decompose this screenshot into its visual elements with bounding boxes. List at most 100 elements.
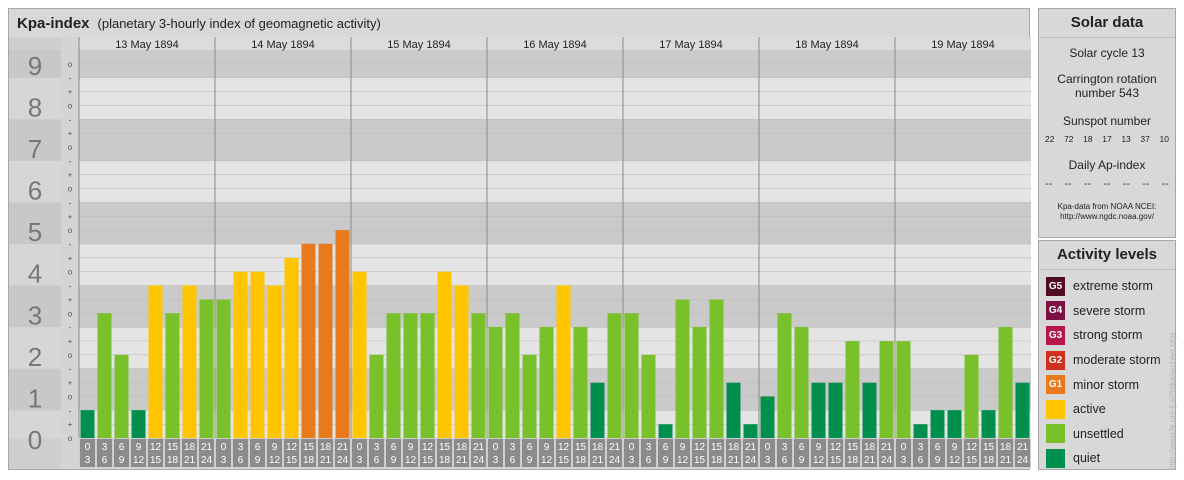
time-cell [777,439,792,467]
legend-item-unsettled: unsettled [1039,422,1175,447]
sub-tick-label: + [68,420,73,429]
legend-item-severe-storm: G4 severe storm [1039,299,1175,324]
time-start-label: 9 [680,442,686,453]
time-end-label: 18 [167,455,179,466]
kpa-bar [947,410,962,438]
sub-tick-label: o [68,309,73,318]
sub-tick-label: o [68,60,73,69]
kpa-bar [505,313,520,438]
solar-cycle: Solar cycle 13 [1069,46,1145,60]
ap-value: -- [1103,178,1111,190]
kpa-bar [335,230,350,438]
time-start-label: 0 [85,442,91,453]
time-end-label: 12 [949,455,961,466]
kpa-bar [114,354,129,438]
sub-tick-label: - [69,365,72,374]
ap-value: -- [1083,178,1092,190]
time-end-label: 3 [85,455,91,466]
sub-tick-label: - [69,157,72,166]
sub-tick-label: o [68,434,73,443]
sub-tick-label: + [68,129,73,138]
legend-label: extreme storm [1073,279,1153,294]
time-cell [794,439,809,467]
time-cell [97,439,112,467]
time-cell [675,439,690,467]
time-cell [318,439,333,467]
time-cell [522,439,537,467]
time-cell [811,439,826,467]
kpa-bar [556,285,571,438]
kpa-bar [726,382,741,438]
time-cell [658,439,673,467]
sub-tick-label: + [68,212,73,221]
sunspot-value: 72 [1064,134,1074,144]
time-cell [114,439,129,467]
sub-tick-label: - [69,323,72,332]
time-end-label: 6 [374,455,380,466]
sub-tick-label: o [68,101,73,110]
sub-tick-label: - [69,406,72,415]
kpa-bar [301,243,316,438]
y-tick-label: 0 [28,425,42,455]
legend-swatch [1046,448,1065,468]
time-cell [539,439,554,467]
time-end-label: 15 [830,455,842,466]
time-cell [352,439,367,467]
kpa-bar [471,313,486,438]
time-end-label: 18 [303,455,315,466]
time-start-label: 12 [830,442,842,453]
time-cell [131,439,146,467]
kpa-bar [284,257,299,438]
activity-legend: G5 extreme storm G4 severe storm G3 strong st… [1039,274,1175,471]
kpa-bar [913,424,928,438]
time-end-label: 21 [864,455,876,466]
time-start-label: 18 [320,442,332,453]
kpa-bar [131,410,146,438]
time-cell [726,439,741,467]
time-end-label: 3 [765,455,771,466]
time-end-label: 3 [221,455,227,466]
time-cell [233,439,248,467]
time-cell [488,439,503,467]
time-cell [301,439,316,467]
level-label-band [9,368,61,411]
time-end-label: 9 [935,455,941,466]
legend-item-moderate-storm: G2 moderate storm [1039,348,1175,373]
time-start-label: 6 [255,442,261,453]
kpa-bar [318,243,333,438]
level-label-band [9,285,61,328]
sub-tick-label: - [69,198,72,207]
time-start-label: 3 [510,442,516,453]
credit-line2: http://www.ngdc.noaa.gov/ [1060,212,1154,221]
level-label-band [9,50,61,78]
ap-value: -- [1064,178,1072,190]
legend-swatch: G3 [1046,325,1065,345]
time-end-label: 24 [881,455,893,466]
legend-label: minor storm [1073,377,1139,392]
chart-subtitle: (planetary 3-hourly index of geomagnetic… [97,15,381,31]
sub-tick-label: - [69,282,72,291]
level-band [79,202,1031,244]
time-end-label: 12 [133,455,145,466]
time-start-label: 15 [711,442,723,453]
y-tick-label: 4 [28,259,42,289]
kpa-bar [539,327,554,438]
kpa-bar [811,382,826,438]
time-end-label: 18 [575,455,587,466]
ap-value: -- [1045,178,1053,190]
sunspot-value: 17 [1102,134,1112,144]
time-end-label: 15 [286,455,298,466]
time-cell [80,439,95,467]
time-start-label: 9 [272,442,278,453]
kpa-bar [743,424,758,438]
time-end-label: 21 [728,455,740,466]
time-end-label: 6 [918,455,924,466]
time-start-label: 18 [184,442,196,453]
time-start-label: 12 [422,442,434,453]
sub-tick-column [61,37,79,469]
time-start-label: 6 [935,442,941,453]
kpa-bar [777,313,792,438]
time-end-label: 15 [422,455,434,466]
kpa-bar [182,285,197,438]
kpa-bar [862,382,877,438]
